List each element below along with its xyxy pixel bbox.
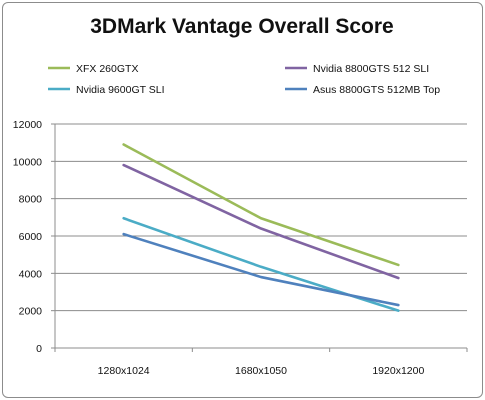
y-axis-ticks: 0 2000 4000 6000 8000 10000 12000 (13, 119, 42, 355)
y-tick-label: 6000 (19, 231, 43, 243)
y-tick-label: 8000 (19, 194, 43, 206)
x-tick-label: 1280x1024 (98, 365, 150, 377)
x-tick-label: 1680x1050 (235, 365, 287, 377)
legend-label: Asus 8800GTS 512MB Top (313, 84, 440, 96)
axes (51, 123, 468, 352)
y-tick-label: 0 (36, 343, 42, 355)
x-tick-label: 1920x1200 (372, 365, 424, 377)
series-line (122, 232, 400, 307)
series-line (122, 143, 400, 267)
legend-label: XFX 260GTX (76, 63, 138, 75)
legend-label: Nvidia 8800GTS 512 SLI (313, 63, 429, 75)
legend-label: Nvidia 9600GT SLI (76, 84, 165, 96)
chart-title: 3DMark Vantage Overall Score (90, 15, 394, 38)
y-tick-label: 12000 (13, 119, 42, 131)
y-tick-label: 2000 (19, 306, 43, 318)
y-tick-label: 4000 (19, 268, 43, 280)
series-line (122, 163, 400, 280)
legend: XFX 260GTX Nvidia 8800GTS 512 SLI Nvidia 9… (48, 63, 440, 96)
y-tick-label: 10000 (13, 156, 42, 168)
series-lines (122, 143, 400, 312)
x-axis-ticks: 1280x1024 1680x1050 1920x1200 (98, 365, 425, 377)
gridlines (55, 123, 467, 312)
